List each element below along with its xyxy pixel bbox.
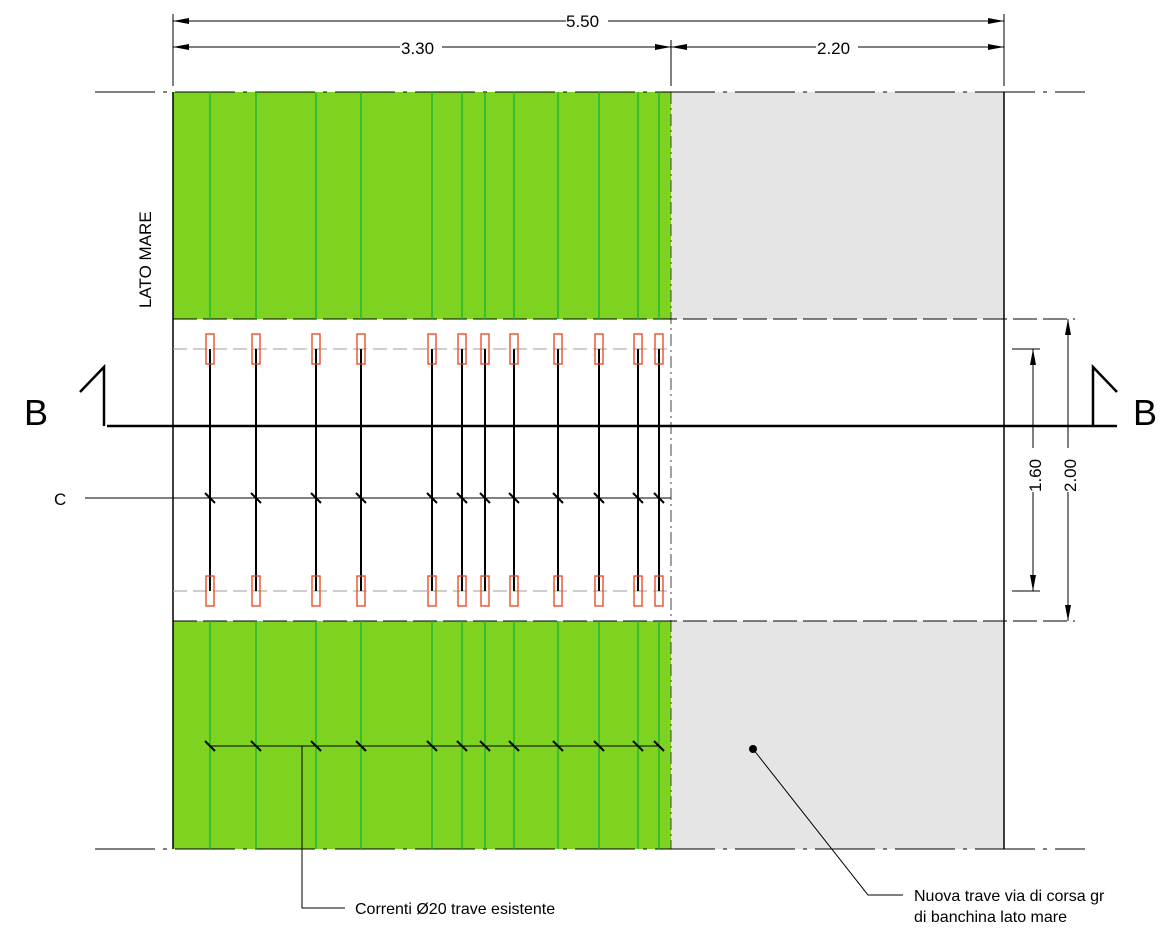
rebar-anchor-bottom <box>457 575 467 607</box>
new-beam-note-line1: Nuova trave via di corsa gr <box>914 888 1105 905</box>
dimension-inner-height <box>1012 348 1040 592</box>
section-label-left: B <box>24 392 48 433</box>
dimension-total-label: 5.50 <box>566 12 599 31</box>
rebar-anchor-bottom <box>553 575 563 607</box>
new-beam-bottom-zone <box>671 621 1004 849</box>
rebar-note-leader <box>301 746 345 909</box>
rebar-anchor-bottom <box>480 575 490 607</box>
new-beam-leader <box>752 748 903 896</box>
rebar-note: Correnti Ø20 trave esistente <box>355 901 555 918</box>
rebar-anchor-bottom <box>509 575 519 607</box>
rebar-anchor-top <box>509 333 519 365</box>
rebar-anchor-top <box>633 333 643 365</box>
dimension-total <box>172 14 1005 86</box>
rebar-anchor-bottom <box>427 575 437 607</box>
section-label-right: B <box>1133 392 1157 433</box>
rebar-anchor-top <box>553 333 563 365</box>
rebar-anchor-top <box>480 333 490 365</box>
rebar-anchor-top <box>457 333 467 365</box>
rebar-anchor-bottom <box>311 575 321 607</box>
new-beam-note-line2: di banchina lato mare <box>914 909 1067 926</box>
dimension-new <box>671 44 1004 50</box>
existing-beam-bottom-zone <box>173 621 671 849</box>
cut-label-c: C <box>54 490 66 509</box>
rebar-anchor-top <box>356 333 366 365</box>
rebar-anchor-top <box>311 333 321 365</box>
new-beam-top-zone <box>671 92 1004 319</box>
dimension-existing <box>173 40 672 86</box>
rebar-anchor-top <box>654 333 664 365</box>
rebar-anchor-bottom <box>594 575 604 607</box>
dimension-inner-height-label: 1.60 <box>1026 459 1045 492</box>
dimension-new-label: 2.20 <box>817 39 850 58</box>
rebar-anchor-top <box>251 333 261 365</box>
rebar-anchor-bottom <box>654 575 664 607</box>
rebar-anchor-bottom <box>205 575 215 607</box>
rebar-anchor-top <box>594 333 604 365</box>
dimension-outer-height <box>1065 319 1071 621</box>
side-label-lato-mare: LATO MARE <box>136 211 155 308</box>
existing-beam-top-zone <box>173 92 671 319</box>
rebar-anchor-top <box>205 333 215 365</box>
section-line-b <box>79 363 1118 428</box>
dimension-outer-height-label: 2.00 <box>1061 459 1080 492</box>
dimension-existing-label: 3.30 <box>401 39 434 58</box>
rebar-anchor-bottom <box>356 575 366 607</box>
rebar-anchor-top <box>427 333 437 365</box>
rebar-anchor-bottom <box>633 575 643 607</box>
rebar-anchor-bottom <box>251 575 261 607</box>
